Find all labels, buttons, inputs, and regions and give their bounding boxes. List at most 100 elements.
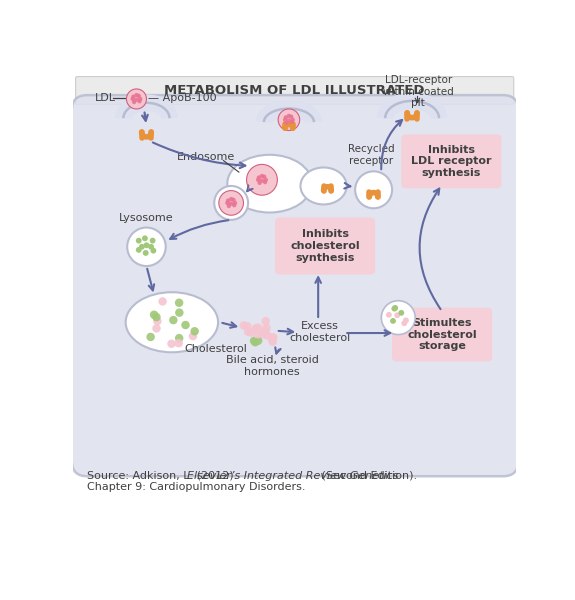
- Circle shape: [263, 180, 267, 184]
- Circle shape: [152, 313, 160, 322]
- Circle shape: [256, 178, 260, 182]
- Circle shape: [256, 175, 261, 179]
- Circle shape: [253, 330, 262, 338]
- Text: LDL: LDL: [95, 93, 116, 103]
- Circle shape: [287, 114, 291, 118]
- Circle shape: [278, 109, 300, 131]
- FancyBboxPatch shape: [401, 134, 501, 188]
- Circle shape: [175, 334, 183, 343]
- Circle shape: [283, 115, 288, 119]
- Circle shape: [136, 238, 141, 244]
- Circle shape: [262, 317, 270, 325]
- Circle shape: [143, 250, 148, 256]
- Circle shape: [268, 334, 276, 342]
- FancyBboxPatch shape: [72, 95, 519, 476]
- Circle shape: [127, 227, 166, 266]
- Circle shape: [174, 339, 183, 347]
- Circle shape: [259, 330, 268, 338]
- Text: — ApoB-100: — ApoB-100: [148, 93, 217, 103]
- Circle shape: [214, 186, 248, 220]
- Circle shape: [250, 337, 258, 345]
- Circle shape: [285, 121, 289, 125]
- Circle shape: [229, 202, 233, 206]
- Circle shape: [150, 238, 156, 244]
- FancyBboxPatch shape: [76, 77, 513, 104]
- Circle shape: [231, 197, 236, 202]
- Circle shape: [152, 324, 161, 332]
- Circle shape: [148, 244, 154, 250]
- Circle shape: [269, 337, 277, 346]
- Text: Recycled
receptor: Recycled receptor: [348, 145, 394, 166]
- Circle shape: [251, 325, 260, 333]
- Circle shape: [401, 320, 407, 326]
- Circle shape: [189, 332, 197, 340]
- Text: Source: Adkison, L. (2012).: Source: Adkison, L. (2012).: [87, 471, 241, 481]
- Circle shape: [175, 299, 183, 307]
- Circle shape: [269, 333, 278, 341]
- Circle shape: [144, 242, 150, 248]
- Circle shape: [181, 321, 190, 329]
- Circle shape: [169, 316, 178, 325]
- Text: METABOLISM OF LDL ILLUSTRATED: METABOLISM OF LDL ILLUSTRATED: [164, 84, 424, 97]
- Circle shape: [226, 199, 230, 203]
- Circle shape: [190, 327, 199, 335]
- Circle shape: [247, 164, 277, 195]
- Text: (Second Edition).: (Second Edition).: [319, 471, 417, 481]
- Circle shape: [147, 333, 155, 341]
- Circle shape: [131, 94, 136, 99]
- Text: Elsevier’s Integrated Review Genetics: Elsevier’s Integrated Review Genetics: [187, 471, 398, 481]
- Text: Cholesterol: Cholesterol: [185, 344, 247, 354]
- FancyBboxPatch shape: [392, 308, 492, 362]
- Circle shape: [139, 244, 145, 250]
- Circle shape: [355, 172, 392, 208]
- Circle shape: [394, 313, 400, 318]
- Circle shape: [158, 297, 167, 305]
- Circle shape: [229, 197, 233, 201]
- Circle shape: [381, 301, 415, 335]
- Circle shape: [175, 308, 183, 317]
- Circle shape: [150, 311, 158, 319]
- Circle shape: [260, 178, 264, 183]
- Circle shape: [137, 94, 141, 98]
- Circle shape: [390, 318, 396, 324]
- Circle shape: [137, 99, 141, 103]
- Ellipse shape: [227, 155, 312, 212]
- Text: Inhibits
LDL receptor
synthesis: Inhibits LDL receptor synthesis: [411, 145, 492, 178]
- Circle shape: [403, 317, 409, 323]
- Circle shape: [240, 321, 248, 329]
- Circle shape: [287, 118, 291, 122]
- Circle shape: [233, 201, 237, 205]
- FancyBboxPatch shape: [275, 218, 375, 275]
- Circle shape: [392, 305, 398, 311]
- Circle shape: [135, 93, 139, 97]
- Circle shape: [254, 323, 262, 332]
- Circle shape: [227, 204, 231, 208]
- Text: Bile acid, steroid
hormones: Bile acid, steroid hormones: [225, 355, 319, 377]
- Circle shape: [261, 327, 270, 335]
- Circle shape: [151, 248, 156, 254]
- Circle shape: [392, 305, 397, 311]
- Circle shape: [243, 322, 251, 331]
- Circle shape: [263, 331, 271, 340]
- Text: Chapter 9: Cardiopulmonary Disorders.: Chapter 9: Cardiopulmonary Disorders.: [87, 482, 306, 491]
- Circle shape: [386, 312, 392, 318]
- Circle shape: [268, 335, 276, 344]
- Circle shape: [289, 115, 293, 119]
- Text: Excess
cholesterol: Excess cholesterol: [289, 322, 350, 343]
- Circle shape: [398, 310, 404, 316]
- Circle shape: [132, 100, 136, 104]
- Circle shape: [142, 235, 148, 241]
- Circle shape: [225, 201, 229, 205]
- Circle shape: [153, 317, 162, 325]
- Circle shape: [167, 340, 176, 348]
- Circle shape: [262, 323, 271, 332]
- Circle shape: [138, 97, 143, 101]
- Circle shape: [131, 97, 135, 101]
- Circle shape: [290, 120, 294, 124]
- Circle shape: [136, 247, 141, 253]
- Circle shape: [262, 175, 266, 179]
- Circle shape: [260, 174, 264, 178]
- Text: Endosome: Endosome: [177, 152, 235, 161]
- Circle shape: [254, 337, 262, 345]
- Text: Inhibits
cholesterol
synthesis: Inhibits cholesterol synthesis: [290, 229, 360, 263]
